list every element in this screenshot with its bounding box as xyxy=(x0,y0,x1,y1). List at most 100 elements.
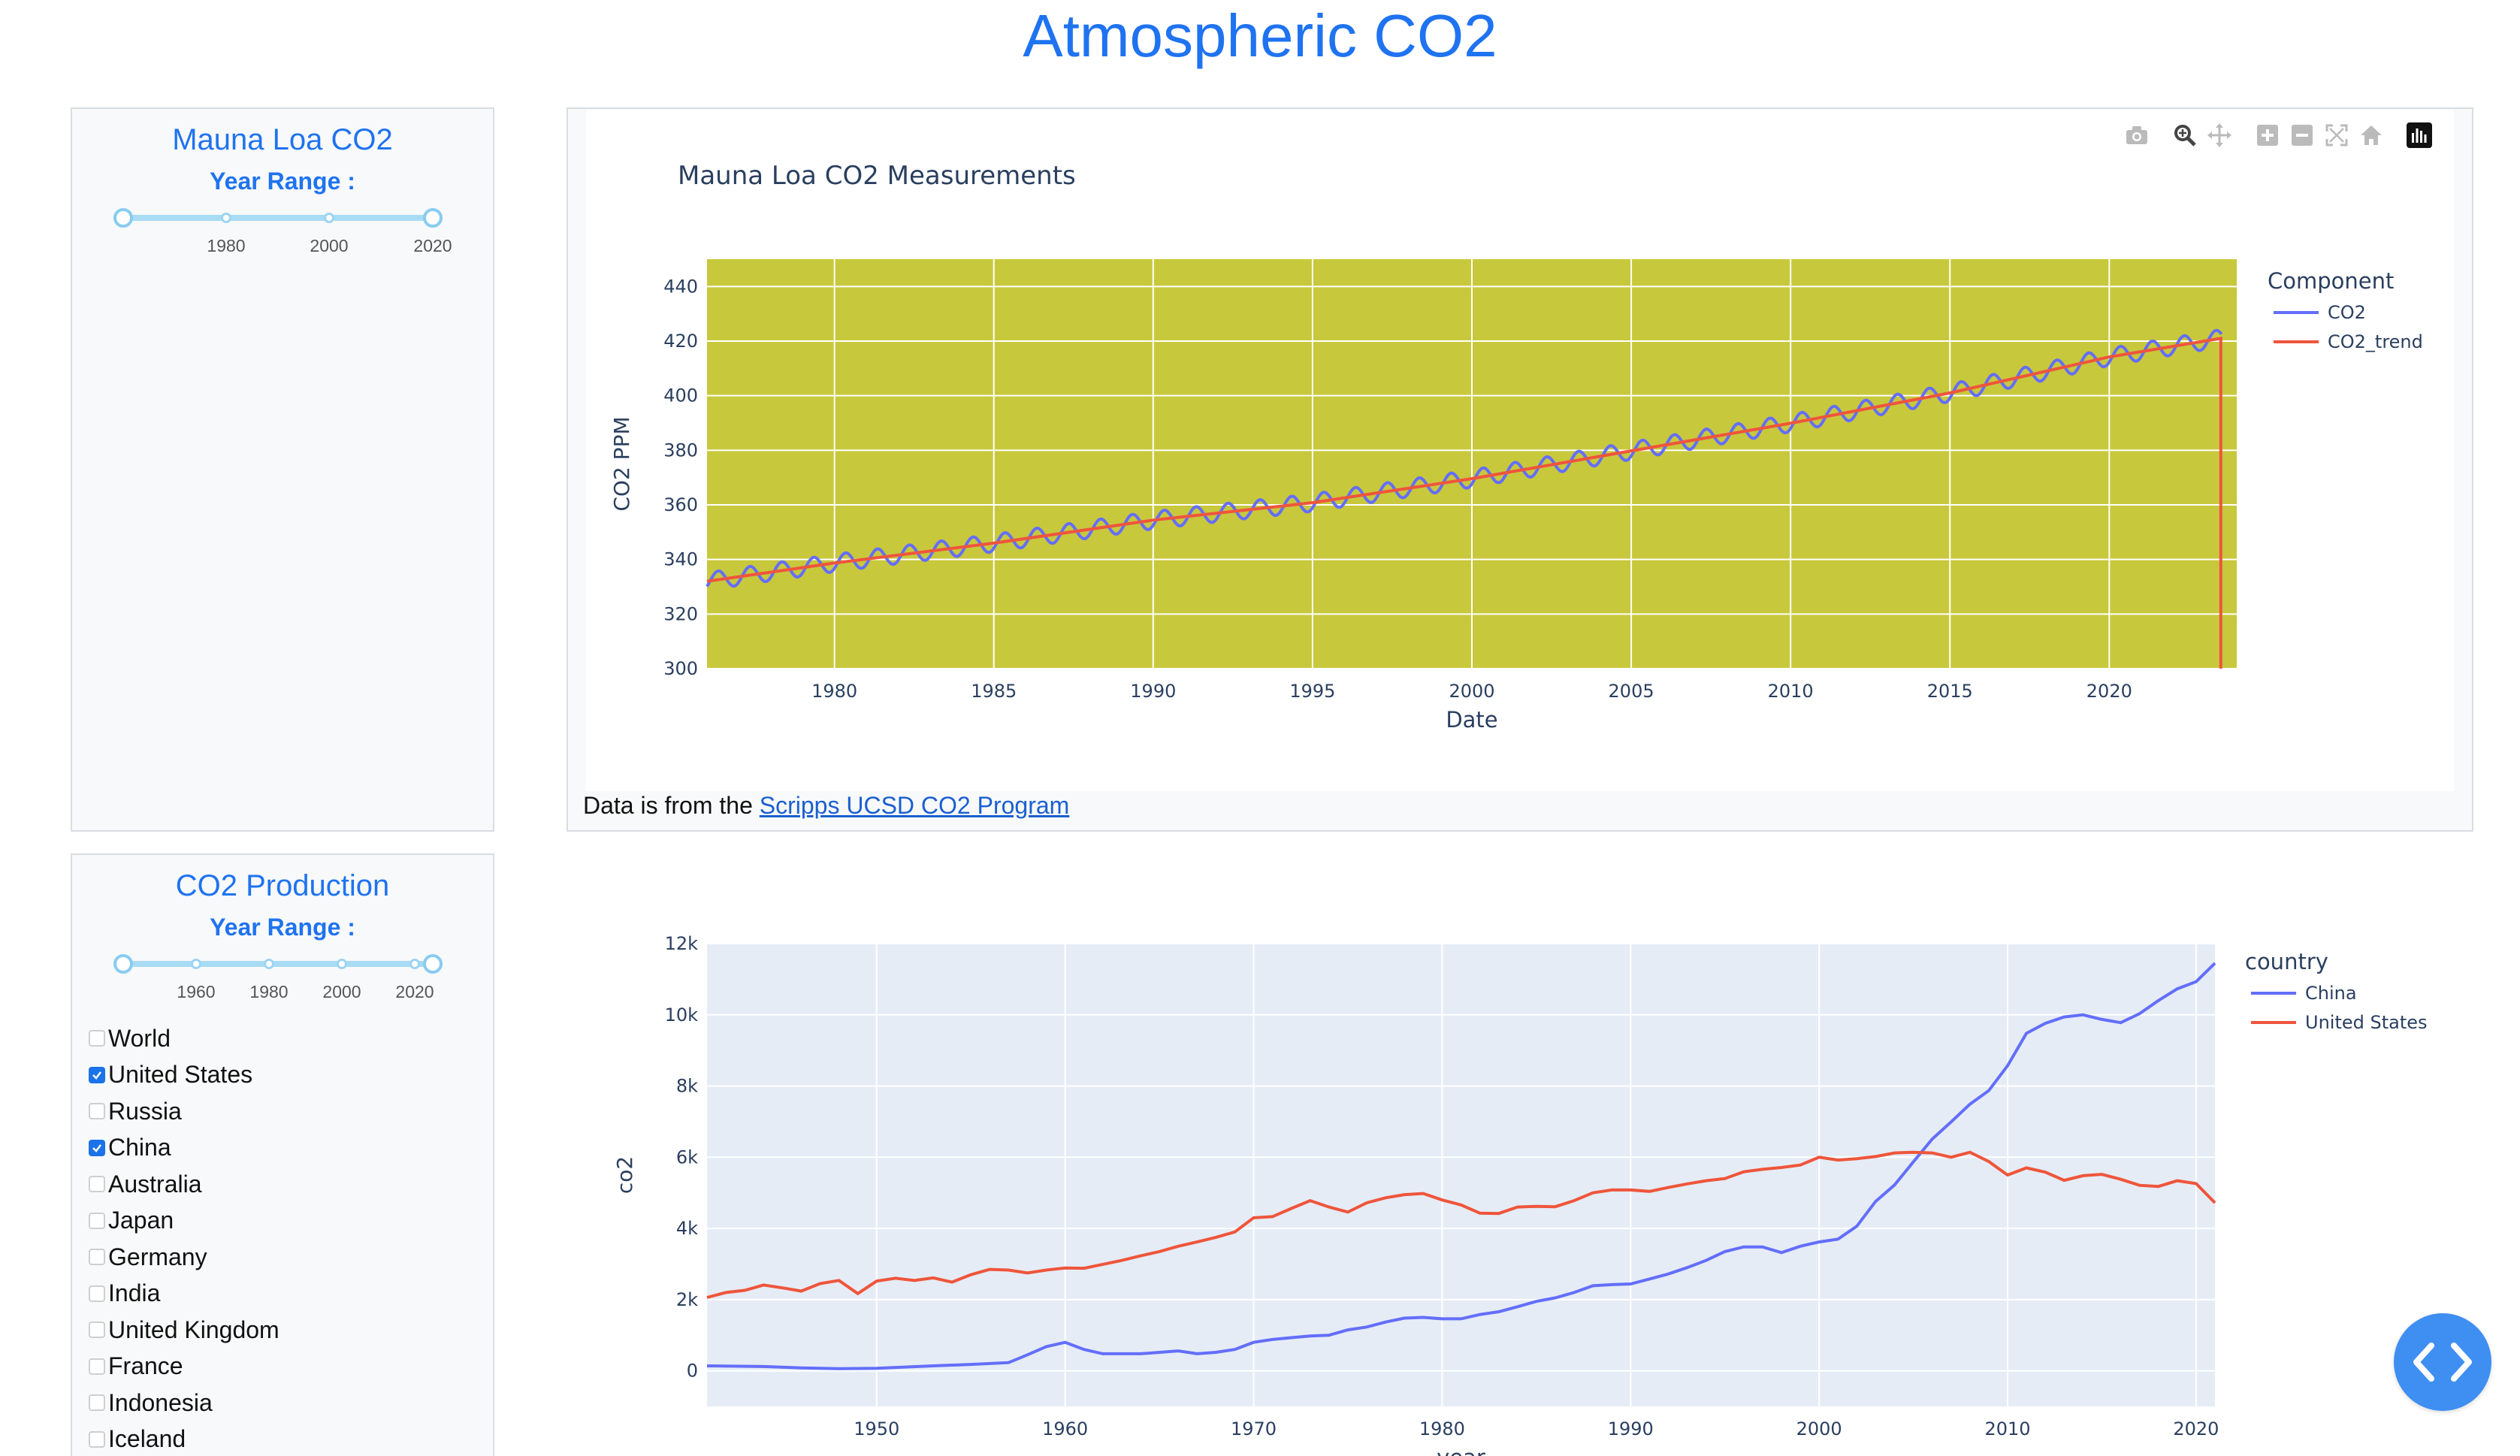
country-label: Germany xyxy=(108,1243,207,1270)
country-checkbox[interactable] xyxy=(89,1285,105,1302)
country-option-france[interactable]: France xyxy=(89,1349,279,1385)
country-option-germany[interactable]: Germany xyxy=(89,1239,279,1276)
country-checkbox[interactable] xyxy=(89,1358,105,1375)
y-tick-label: 440 xyxy=(663,276,698,297)
country-option-united-kingdom[interactable]: United Kingdom xyxy=(89,1312,279,1349)
camera-icon[interactable] xyxy=(2123,122,2150,149)
legend-label: United States xyxy=(2305,1012,2428,1033)
country-checkbox[interactable] xyxy=(89,1139,105,1156)
home-icon[interactable] xyxy=(2358,122,2385,149)
x-tick-label: 2000 xyxy=(1796,1418,1842,1439)
x-tick-label: 1980 xyxy=(811,681,857,702)
country-option-world[interactable]: World xyxy=(89,1020,279,1057)
x-tick-label: 1980 xyxy=(1419,1418,1465,1439)
slider-handle-end[interactable] xyxy=(423,208,443,228)
country-option-united-states[interactable]: United States xyxy=(89,1057,279,1094)
slider-mark-label: 1980 xyxy=(249,982,289,1001)
country-option-russia[interactable]: Russia xyxy=(89,1093,279,1130)
slider-mark-label: 1960 xyxy=(177,982,216,1001)
x-tick-label: 2000 xyxy=(1449,681,1494,702)
mauna-loa-year-range-slider[interactable]: 1980 2000 2020 xyxy=(113,194,452,255)
slider-mark-label: 1980 xyxy=(207,236,246,255)
country-label: Australia xyxy=(108,1170,202,1198)
slider-handle-end[interactable] xyxy=(423,954,443,974)
x-tick-label: 1960 xyxy=(1042,1418,1088,1439)
zoom-in-icon[interactable] xyxy=(2254,122,2281,149)
legend-label: China xyxy=(2305,983,2357,1004)
country-label: China xyxy=(108,1134,171,1161)
country-label: France xyxy=(108,1352,183,1380)
x-tick-label: 1995 xyxy=(1289,681,1335,702)
country-checkbox[interactable] xyxy=(89,1212,105,1229)
country-checkbox[interactable] xyxy=(89,1249,105,1266)
country-checkbox[interactable] xyxy=(89,1066,105,1083)
slider-mark-label: 2020 xyxy=(395,982,434,1001)
slider-mark-dot xyxy=(191,959,201,969)
slider-rail[interactable] xyxy=(123,961,433,967)
slider-mark-label: 2020 xyxy=(413,236,452,255)
slider-handle-start[interactable] xyxy=(113,954,133,974)
co2-production-year-range-slider[interactable]: 1960 1980 2000 2020 xyxy=(113,940,443,1001)
plot-background xyxy=(707,944,2215,1406)
x-tick-label: 2020 xyxy=(2173,1418,2219,1439)
country-label: India xyxy=(108,1279,161,1307)
y-tick-label: 360 xyxy=(663,494,698,515)
legend-label: CO2_trend xyxy=(2328,331,2423,352)
y-tick-label: 340 xyxy=(663,549,698,570)
co2-production-year-range-label: Year Range : xyxy=(210,914,355,941)
country-option-iceland[interactable]: Iceland xyxy=(89,1421,279,1456)
scripps-ucsd-link[interactable]: Scripps UCSD CO2 Program xyxy=(759,792,1070,819)
mauna-loa-panel: Mauna Loa CO2 Year Range : 1980 2000 202… xyxy=(71,107,494,832)
y-axis-title: co2 xyxy=(612,1156,637,1194)
country-checkbox[interactable] xyxy=(89,1394,105,1412)
y-tick-label: 400 xyxy=(663,385,698,406)
country-checklist: World United States Russia China Australia Ja… xyxy=(89,1020,279,1456)
y-tick-label: 320 xyxy=(663,603,698,624)
autoscale-icon[interactable] xyxy=(2323,122,2350,149)
x-tick-label: 1990 xyxy=(1130,681,1176,702)
slider-mark-dot xyxy=(324,213,334,223)
y-tick-label: 380 xyxy=(663,440,698,461)
co2-production-panel-title: CO2 Production xyxy=(175,869,390,902)
y-tick-label: 420 xyxy=(663,331,698,352)
series-line-co2-trend xyxy=(706,337,2222,669)
series-line-united-states xyxy=(706,1150,2216,1299)
mauna-loa-year-range-label: Year Range : xyxy=(210,168,355,195)
slider-mark-dot xyxy=(337,959,347,969)
plotly-logo-icon[interactable] xyxy=(2406,122,2433,149)
country-option-australia[interactable]: Australia xyxy=(89,1166,279,1203)
country-option-indonesia[interactable]: Indonesia xyxy=(89,1385,279,1421)
country-option-japan[interactable]: Japan xyxy=(89,1203,279,1240)
code-brackets-icon xyxy=(2413,1343,2472,1382)
country-label: Indonesia xyxy=(108,1388,213,1416)
country-checkbox[interactable] xyxy=(89,1430,105,1448)
country-option-china[interactable]: China xyxy=(89,1130,279,1167)
country-checkbox[interactable] xyxy=(89,1103,105,1120)
x-tick-label: 1990 xyxy=(1608,1418,1654,1439)
x-tick-label: 2010 xyxy=(1768,681,1814,702)
slider-rail[interactable] xyxy=(123,215,433,221)
code-toggle-button[interactable] xyxy=(2394,1313,2491,1411)
y-tick-label: 12k xyxy=(665,933,699,954)
zoom-out-icon[interactable] xyxy=(2289,122,2316,149)
country-option-india[interactable]: India xyxy=(89,1276,279,1313)
page-title: Atmospheric CO2 xyxy=(1023,2,1497,69)
series-line-china xyxy=(706,962,2216,1370)
pan-icon[interactable] xyxy=(2206,122,2233,149)
slider-mark-dot xyxy=(221,213,231,223)
country-checkbox[interactable] xyxy=(89,1176,105,1193)
country-checkbox[interactable] xyxy=(89,1030,105,1047)
x-tick-label: 1970 xyxy=(1231,1418,1277,1439)
x-tick-label: 1985 xyxy=(971,681,1017,702)
zoom-icon[interactable] xyxy=(2171,122,2198,149)
country-label: Japan xyxy=(108,1207,174,1234)
country-label: Russia xyxy=(108,1097,182,1125)
x-tick-label: 2010 xyxy=(1984,1418,2030,1439)
country-checkbox[interactable] xyxy=(89,1322,105,1339)
slider-handle-start[interactable] xyxy=(113,208,133,228)
slider-mark-label: 2000 xyxy=(310,236,349,255)
slider-mark-dot xyxy=(409,959,420,969)
mauna-loa-panel-title: Mauna Loa CO2 xyxy=(172,123,393,156)
y-tick-label: 2k xyxy=(676,1289,698,1310)
